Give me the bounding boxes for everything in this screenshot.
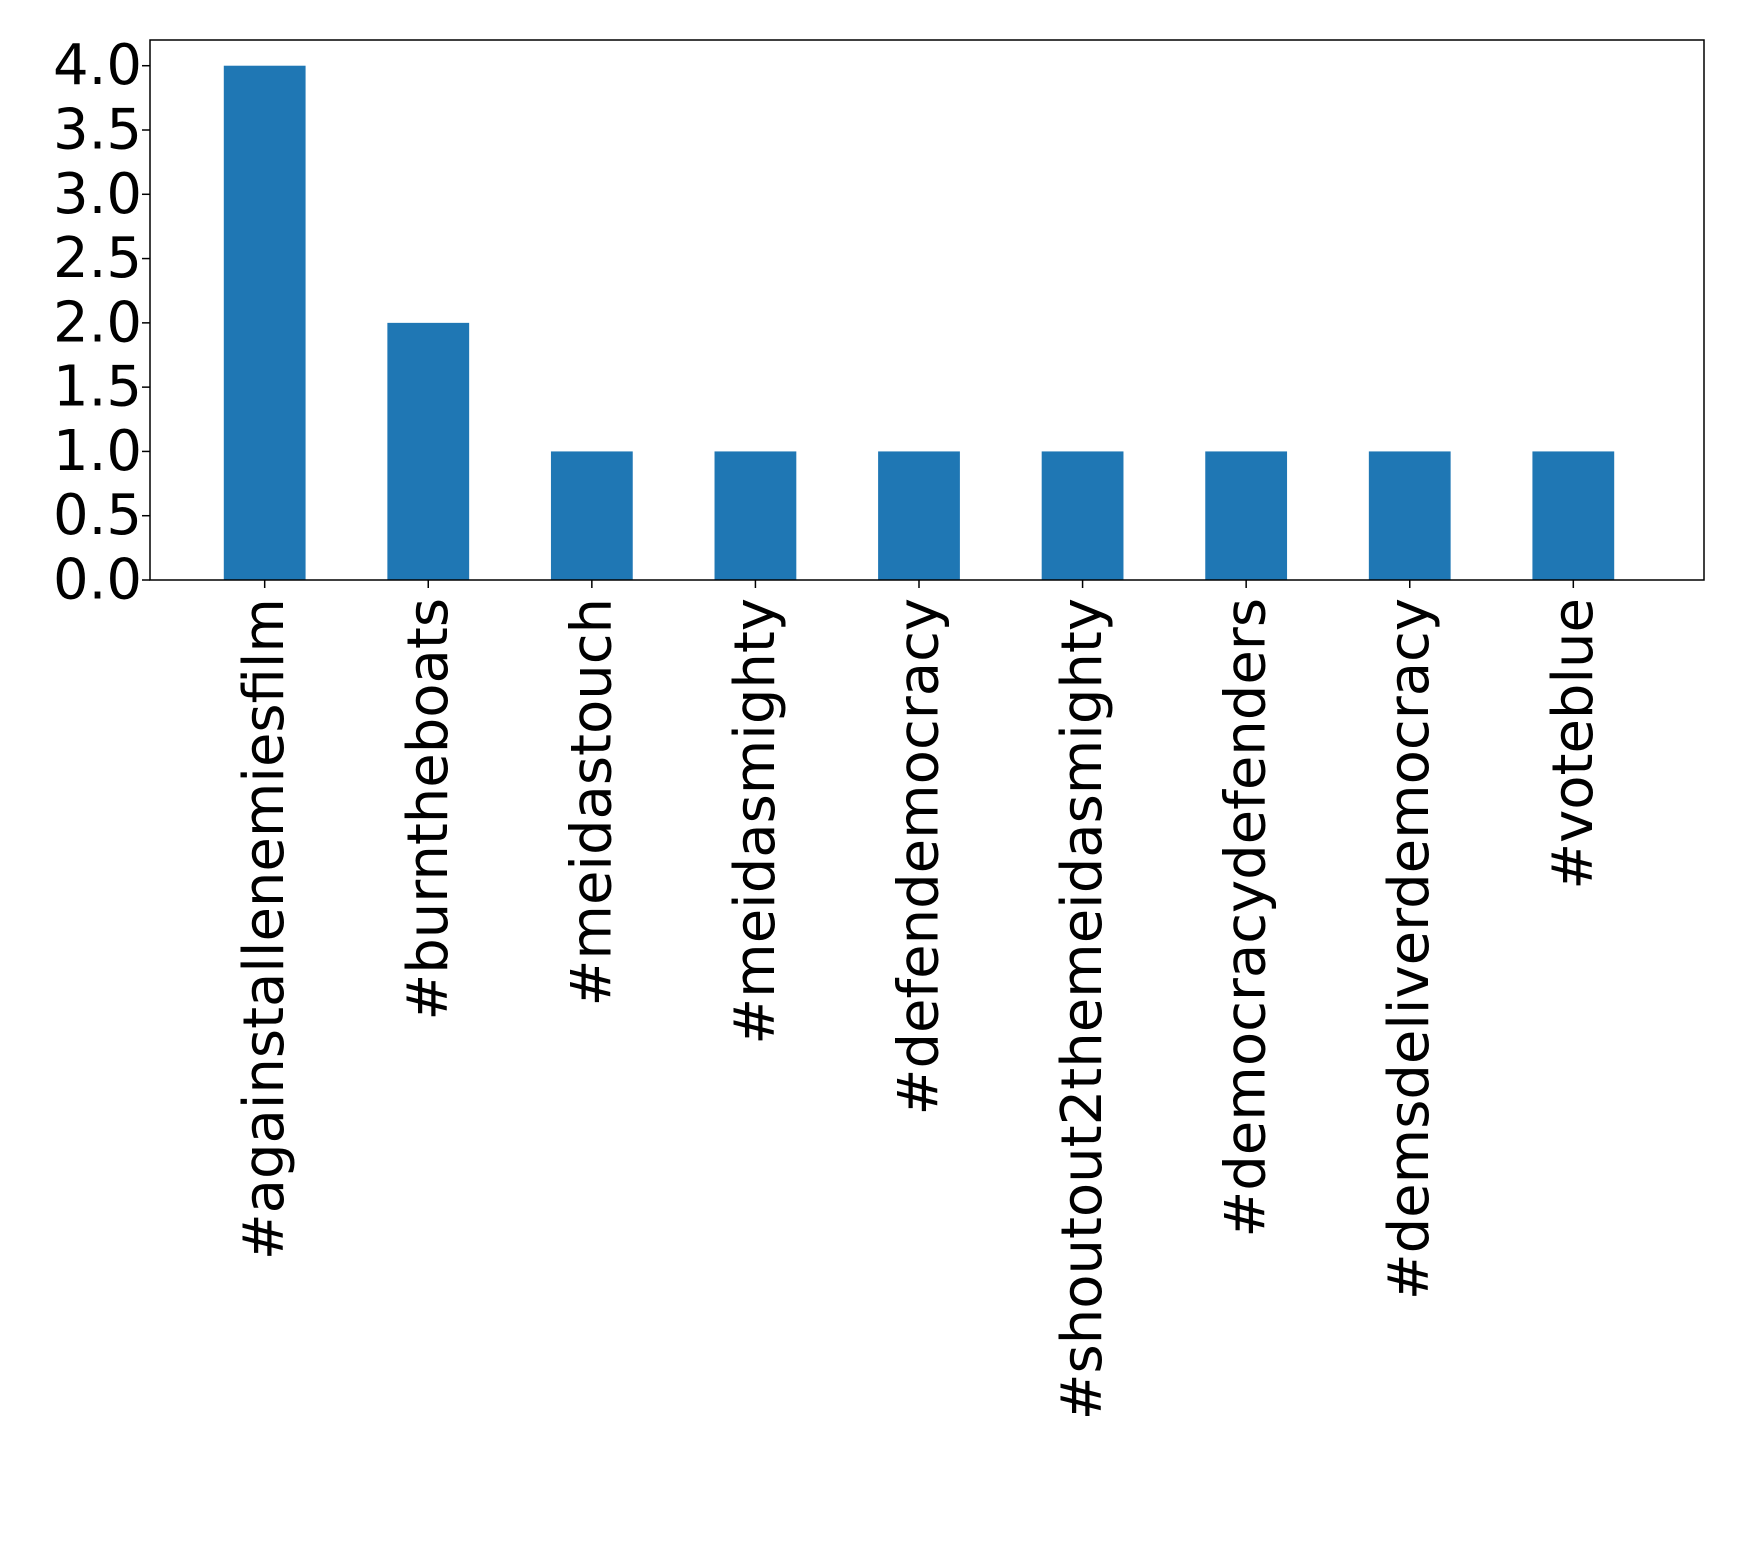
- x-tick-label: #shoutout2themeidasmighty: [1050, 598, 1115, 1420]
- bar-meidastouch: [550, 451, 633, 580]
- y-tick-label: 3.5: [53, 98, 142, 163]
- x-tick-label: #demsdeliverdemocracy: [1377, 598, 1442, 1300]
- bar-defendemocracy: [878, 451, 960, 580]
- bar-demsdeliverdemocracy: [1368, 451, 1451, 580]
- plot-frame: [149, 39, 1705, 581]
- x-tick-label: #voteblue: [1541, 598, 1606, 890]
- bars-layer: [223, 65, 1615, 580]
- bar-voteblue: [1532, 451, 1615, 580]
- bar-meidasmighty: [714, 451, 797, 580]
- x-tick-label: #burntheboats: [396, 598, 461, 1021]
- x-tick-label: #meidasmighty: [723, 598, 788, 1045]
- y-tick-label: 4.0: [53, 33, 142, 98]
- x-tick-label: #againstallenemiesfilm: [232, 598, 297, 1260]
- y-tick-label: 1.5: [53, 355, 142, 420]
- x-tick-label: #defendemocracy: [887, 598, 952, 1115]
- bar-democracydefenders: [1205, 451, 1288, 580]
- x-tick-label: #democracydefenders: [1214, 598, 1279, 1238]
- y-tick-label: 1.0: [53, 419, 142, 484]
- y-tick-label: 3.0: [53, 162, 142, 227]
- bar-shoutout2themeidasmighty: [1041, 451, 1124, 580]
- y-tick-label: 0.0: [53, 548, 142, 613]
- y-tick-label: 0.5: [53, 483, 142, 548]
- y-tick-label: 2.0: [53, 290, 142, 355]
- x-tick-label: #meidastouch: [559, 598, 624, 1007]
- x-axis: #againstallenemiesfilm #burntheboats #meid…: [232, 580, 1606, 1420]
- bar-burntheboats: [387, 322, 470, 580]
- y-tick-label: 2.5: [53, 226, 142, 291]
- y-axis: 0.00.51.01.52.02.53.03.54.0: [53, 33, 150, 613]
- bar-againstallenemiesfilm: [223, 65, 306, 580]
